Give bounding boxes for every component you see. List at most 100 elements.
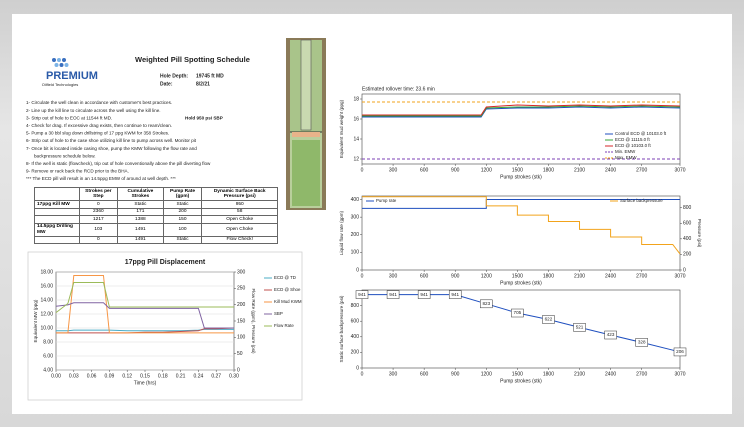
data-label-box	[573, 323, 586, 332]
y2-tick-label: 50	[237, 351, 243, 357]
y2-tick-label: 300	[237, 269, 246, 275]
data-label: 521	[576, 325, 584, 330]
x-tick-label: 0.06	[87, 373, 97, 379]
data-label: 705	[514, 310, 522, 315]
logo-text: PREMIUM	[46, 70, 98, 82]
table-cell: 1491	[117, 235, 164, 245]
y-tick-label: 800	[351, 303, 360, 309]
schedule-table: Strokes per Step Cumulative Strokes Pump R…	[34, 187, 278, 245]
table-header-cell	[34, 187, 80, 201]
y-tick-label: 300	[351, 214, 360, 220]
data-label: 328	[638, 340, 646, 345]
table-cell: 200	[162, 207, 203, 217]
y2-tick-label: 250	[237, 286, 246, 292]
logo-icon	[52, 58, 69, 67]
series-line	[55, 282, 234, 313]
x-tick-label: 900	[451, 371, 460, 377]
table-cell: 0	[78, 235, 119, 245]
table-row: 2360 171 200 58	[34, 207, 278, 217]
y-tick-label: 12.00	[40, 311, 53, 317]
data-label: 941	[389, 292, 397, 297]
x-tick-label: 900	[451, 273, 460, 279]
y-tick-label: 100	[351, 250, 360, 256]
table-row: 14.5ppg Drilling MW 103 1491 100 Open Choke	[34, 222, 278, 237]
x-tick-label: 3070	[674, 273, 685, 279]
y2-tick-label: 150	[237, 318, 246, 324]
x-tick-label: 900	[451, 167, 460, 173]
table-cell: 0	[78, 200, 119, 209]
step-text: 3- Strip out of hole to EOC at 11544 ft …	[26, 115, 112, 120]
x-tick-label: 0	[361, 167, 364, 173]
x-tick-label: 2100	[574, 273, 585, 279]
x-tick-label: 300	[389, 371, 398, 377]
step-text: 2- Line up the kill line to circulate ac…	[26, 108, 161, 113]
y-tick-label: 400	[351, 197, 360, 203]
x-axis-label: Pump strokes (stk)	[500, 280, 542, 286]
x-tick-label: 3070	[674, 167, 685, 173]
y2-axis-label: Flow Rate (gpm), Pressure (psi)	[251, 288, 256, 354]
legend-label: ECD @ 10103.0 ft	[615, 143, 651, 148]
wellbore-schematic	[286, 38, 326, 210]
y-tick-label: 12	[353, 156, 359, 162]
x-tick-label: 1800	[543, 167, 554, 173]
step-text: 8- If the well is static (flowcheck), tr…	[26, 161, 211, 166]
series-line	[362, 104, 681, 116]
table-cell: 1388	[117, 215, 164, 224]
x-tick-label: 1200	[481, 273, 492, 279]
x-tick-label: 2400	[605, 273, 616, 279]
x-tick-label: 0.00	[51, 373, 61, 379]
legend-label: ECD @ TD	[274, 275, 296, 280]
y-tick-label: 14	[353, 136, 359, 142]
series-line	[362, 105, 681, 117]
x-tick-label: 1200	[481, 371, 492, 377]
step-text: 5- Pump a 30 bbl slug down drillstring o…	[26, 131, 169, 136]
x-tick-label: 0.03	[69, 373, 79, 379]
hole-depth-label: Hole Depth:	[160, 73, 188, 79]
table-row: 1217 1388 150 Open Choke	[34, 215, 278, 224]
table-row: 0 1491 Static Flow Check!	[34, 235, 278, 245]
x-axis-label: Pump strokes (stk)	[500, 378, 542, 384]
table-cell: 1217	[78, 215, 119, 224]
x-tick-label: 2100	[574, 371, 585, 377]
data-label: 206	[676, 349, 684, 354]
chart-title: 17ppg Pill Displacement	[125, 259, 206, 266]
x-tick-label: 1200	[481, 167, 492, 173]
legend-label: Control ECD @ 10103.0 ft	[615, 131, 667, 136]
data-label: 622	[545, 317, 553, 322]
y-tick-label: 0	[356, 365, 359, 371]
data-label-box	[604, 330, 617, 340]
x-tick-label: 2700	[636, 273, 647, 279]
y-tick-label: 0	[356, 267, 359, 273]
step-text: 4- Check for drag. If excessive drag exi…	[26, 123, 172, 128]
hole-depth: 19745 ft MD	[196, 73, 224, 79]
x-tick-label: 0.21	[176, 373, 186, 379]
x-tick-label: 1500	[512, 273, 523, 279]
data-label-box	[355, 290, 369, 299]
y2-axis-label: Pressure (psi)	[697, 219, 702, 248]
x-tick-label: 600	[420, 371, 429, 377]
table-cell: 150	[162, 215, 203, 224]
x-tick-label: 600	[420, 167, 429, 173]
table-cell	[34, 235, 80, 245]
data-label-box	[673, 347, 687, 357]
table-cell: Open Choke	[201, 222, 278, 237]
y-axis-label: Equivalent mud weight (ppg)	[339, 99, 344, 158]
data-label-box	[635, 338, 648, 347]
legend-label: Kill Mud KWM	[274, 299, 302, 304]
table-cell: Static	[162, 235, 203, 245]
step-text: 9- Remove or rack back the RCD prior to …	[26, 169, 129, 174]
data-label: 423	[607, 332, 615, 337]
table-cell: 58	[201, 207, 278, 217]
table-header-cell: Pump Rate (gpm)	[162, 187, 203, 201]
y2-tick-label: 800	[683, 205, 692, 211]
legend-label: Surface backpressure	[620, 198, 663, 203]
x-tick-label: 0.12	[122, 373, 132, 379]
x-tick-label: 0.30	[229, 373, 239, 379]
table-cell: 103	[78, 222, 119, 237]
x-tick-label: 2700	[636, 167, 647, 173]
legend-label: Max. EMW	[615, 155, 637, 160]
y2-tick-label: 100	[237, 335, 246, 341]
table-cell	[34, 207, 80, 217]
y-tick-label: 6.00	[43, 353, 53, 359]
